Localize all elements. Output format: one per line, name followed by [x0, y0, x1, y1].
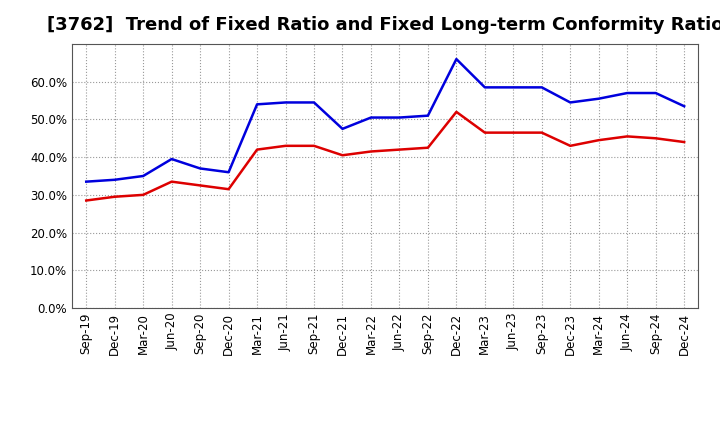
- Fixed Ratio: [566, 100, 575, 105]
- Fixed Ratio: [253, 102, 261, 107]
- Fixed Ratio: [652, 90, 660, 95]
- Fixed Long-term Conformity Ratio: [537, 130, 546, 135]
- Fixed Long-term Conformity Ratio: [167, 179, 176, 184]
- Fixed Ratio: [167, 156, 176, 161]
- Fixed Long-term Conformity Ratio: [566, 143, 575, 148]
- Fixed Long-term Conformity Ratio: [652, 136, 660, 141]
- Fixed Long-term Conformity Ratio: [225, 187, 233, 192]
- Fixed Ratio: [338, 126, 347, 132]
- Fixed Long-term Conformity Ratio: [395, 147, 404, 152]
- Fixed Long-term Conformity Ratio: [338, 153, 347, 158]
- Fixed Ratio: [623, 90, 631, 95]
- Fixed Ratio: [423, 113, 432, 118]
- Fixed Ratio: [537, 85, 546, 90]
- Fixed Long-term Conformity Ratio: [82, 198, 91, 203]
- Line: Fixed Ratio: Fixed Ratio: [86, 59, 684, 182]
- Fixed Long-term Conformity Ratio: [423, 145, 432, 150]
- Fixed Ratio: [282, 100, 290, 105]
- Line: Fixed Long-term Conformity Ratio: Fixed Long-term Conformity Ratio: [86, 112, 684, 201]
- Fixed Ratio: [509, 85, 518, 90]
- Fixed Long-term Conformity Ratio: [310, 143, 318, 148]
- Fixed Long-term Conformity Ratio: [282, 143, 290, 148]
- Fixed Ratio: [366, 115, 375, 120]
- Fixed Long-term Conformity Ratio: [253, 147, 261, 152]
- Fixed Long-term Conformity Ratio: [595, 138, 603, 143]
- Fixed Ratio: [480, 85, 489, 90]
- Fixed Ratio: [196, 166, 204, 171]
- Fixed Long-term Conformity Ratio: [680, 139, 688, 145]
- Fixed Ratio: [680, 103, 688, 109]
- Fixed Ratio: [452, 56, 461, 62]
- Fixed Long-term Conformity Ratio: [196, 183, 204, 188]
- Fixed Long-term Conformity Ratio: [139, 192, 148, 198]
- Fixed Ratio: [82, 179, 91, 184]
- Fixed Long-term Conformity Ratio: [366, 149, 375, 154]
- Fixed Ratio: [225, 169, 233, 175]
- Fixed Long-term Conformity Ratio: [509, 130, 518, 135]
- Fixed Ratio: [110, 177, 119, 183]
- Fixed Ratio: [595, 96, 603, 101]
- Fixed Long-term Conformity Ratio: [480, 130, 489, 135]
- Fixed Long-term Conformity Ratio: [623, 134, 631, 139]
- Fixed Ratio: [395, 115, 404, 120]
- Fixed Long-term Conformity Ratio: [452, 109, 461, 114]
- Title: [3762]  Trend of Fixed Ratio and Fixed Long-term Conformity Ratio: [3762] Trend of Fixed Ratio and Fixed Lo…: [47, 16, 720, 34]
- Fixed Ratio: [310, 100, 318, 105]
- Fixed Ratio: [139, 173, 148, 179]
- Fixed Long-term Conformity Ratio: [110, 194, 119, 199]
